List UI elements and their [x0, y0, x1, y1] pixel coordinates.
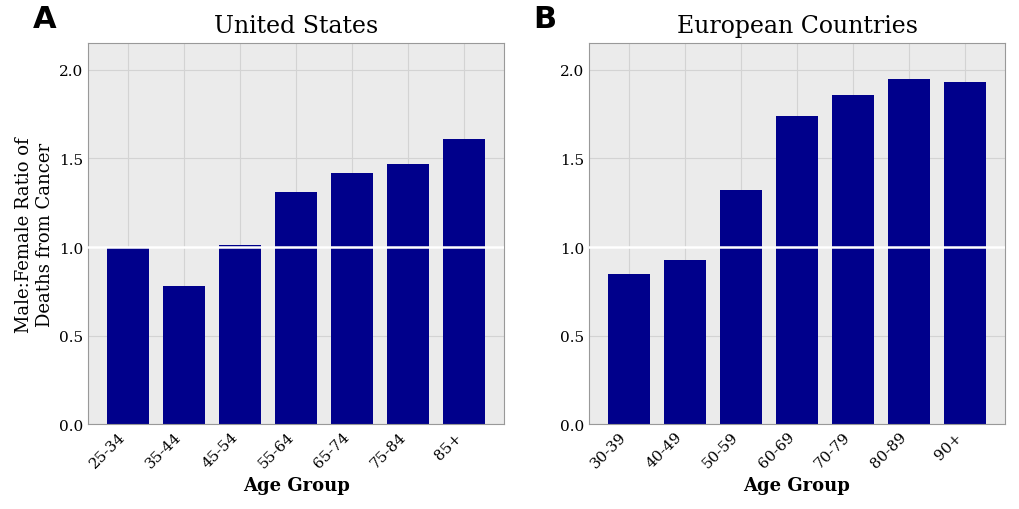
- Bar: [443, 139, 485, 425]
- Bar: [832, 95, 873, 425]
- X-axis label: Age Group: Age Group: [243, 476, 350, 494]
- Bar: [944, 83, 985, 425]
- Bar: [387, 164, 429, 425]
- Y-axis label: Male:Female Ratio of
Deaths from Cancer: Male:Female Ratio of Deaths from Cancer: [15, 137, 54, 332]
- Bar: [107, 247, 149, 425]
- X-axis label: Age Group: Age Group: [743, 476, 850, 494]
- Text: A: A: [33, 5, 56, 34]
- Bar: [719, 191, 761, 425]
- Title: United States: United States: [214, 15, 378, 38]
- Bar: [219, 246, 261, 425]
- Title: European Countries: European Countries: [676, 15, 917, 38]
- Bar: [275, 193, 317, 425]
- Bar: [888, 79, 929, 425]
- Bar: [163, 287, 205, 425]
- Bar: [331, 173, 373, 425]
- Bar: [775, 117, 817, 425]
- Bar: [607, 274, 649, 425]
- Bar: [663, 260, 705, 425]
- Text: B: B: [533, 5, 555, 34]
